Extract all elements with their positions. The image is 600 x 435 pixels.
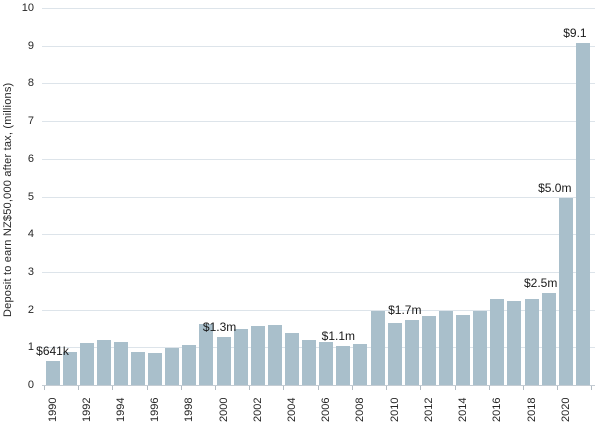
x-tick bbox=[283, 386, 285, 390]
bar-1995 bbox=[131, 351, 146, 385]
bar-2004 bbox=[285, 332, 300, 385]
bar-2021 bbox=[575, 43, 590, 385]
x-tick bbox=[249, 386, 251, 390]
x-tick bbox=[591, 386, 593, 390]
bar-2015 bbox=[473, 310, 488, 385]
bar-1992 bbox=[79, 343, 94, 385]
data-label-2019: $2.5m bbox=[524, 275, 558, 290]
bar-2017 bbox=[507, 300, 522, 385]
gridline-8 bbox=[42, 83, 595, 85]
y-tick-label: 1 bbox=[27, 341, 34, 354]
x-tick bbox=[420, 386, 422, 390]
bar-2020 bbox=[558, 198, 573, 385]
data-label-2020: $5.0m bbox=[538, 181, 572, 195]
x-tick bbox=[454, 386, 456, 390]
bar-2005 bbox=[302, 340, 317, 385]
bar-1997 bbox=[165, 348, 180, 385]
gridline-4 bbox=[42, 234, 595, 236]
bar-2002 bbox=[250, 325, 265, 385]
x-tick bbox=[557, 386, 559, 390]
x-tick-label-1994: 1994 bbox=[114, 397, 127, 422]
bar-1993 bbox=[96, 340, 111, 385]
y-tick-label: 6 bbox=[27, 152, 34, 165]
x-tick bbox=[488, 386, 490, 390]
x-tick bbox=[351, 386, 353, 390]
x-tick-label-2016: 2016 bbox=[491, 397, 504, 422]
bar-2003 bbox=[267, 325, 282, 385]
x-tick bbox=[43, 386, 45, 390]
x-tick-label-2018: 2018 bbox=[525, 397, 538, 422]
bar-2006 bbox=[319, 342, 334, 385]
bar-2007 bbox=[336, 345, 351, 385]
bar-2014 bbox=[456, 314, 471, 385]
x-tick-label-2000: 2000 bbox=[217, 397, 230, 422]
data-label-2021: $9.1 bbox=[563, 26, 587, 41]
gridline-9 bbox=[42, 45, 595, 47]
bar-1990 bbox=[45, 360, 60, 385]
gridline-7 bbox=[42, 121, 595, 123]
x-tick-label-1992: 1992 bbox=[80, 397, 93, 422]
x-tick-label-2012: 2012 bbox=[422, 397, 435, 422]
y-tick-label: 9 bbox=[27, 39, 34, 52]
x-tick bbox=[317, 386, 319, 390]
data-label-1990: $641k bbox=[36, 343, 69, 358]
gridline-2 bbox=[42, 309, 595, 311]
y-tick-label: 8 bbox=[27, 77, 34, 90]
bar-1996 bbox=[148, 352, 163, 385]
x-tick-label-2004: 2004 bbox=[286, 397, 299, 422]
x-tick-label-2014: 2014 bbox=[457, 397, 470, 422]
x-tick-label-1998: 1998 bbox=[183, 397, 196, 422]
x-tick bbox=[180, 386, 182, 390]
bar-2019 bbox=[541, 292, 556, 385]
x-tick-label-2002: 2002 bbox=[251, 397, 264, 422]
x-axis-line bbox=[42, 385, 595, 386]
bar-2008 bbox=[353, 343, 368, 385]
x-tick-label-2010: 2010 bbox=[388, 397, 401, 422]
bar-1999 bbox=[199, 323, 214, 385]
bar-2001 bbox=[233, 328, 248, 385]
data-label-2007: $1.1m bbox=[321, 328, 356, 343]
x-tick bbox=[146, 386, 148, 390]
gridline-10 bbox=[42, 8, 595, 9]
data-label-2011: $1.7m bbox=[388, 303, 422, 318]
x-tick bbox=[215, 386, 217, 390]
y-tick-label: 5 bbox=[27, 190, 34, 203]
bar-2018 bbox=[524, 299, 539, 385]
x-tick-label-1996: 1996 bbox=[149, 397, 162, 422]
x-tick-label-2020: 2020 bbox=[559, 397, 572, 422]
y-tick-label: 10 bbox=[21, 2, 34, 14]
gridline-6 bbox=[42, 158, 595, 160]
x-tick bbox=[78, 386, 80, 390]
gridline-5 bbox=[42, 196, 595, 198]
x-tick-label-2006: 2006 bbox=[320, 397, 333, 422]
y-tick-label: 7 bbox=[27, 115, 34, 128]
gridline-3 bbox=[42, 271, 595, 273]
data-label-2000: $1.3m bbox=[202, 319, 237, 334]
bar-2012 bbox=[421, 315, 436, 385]
x-tick bbox=[112, 386, 114, 390]
x-tick bbox=[386, 386, 388, 390]
bar-1998 bbox=[182, 344, 197, 385]
x-tick-label-1990: 1990 bbox=[46, 397, 59, 422]
bar-2009 bbox=[370, 310, 385, 385]
bar-2000 bbox=[216, 336, 231, 385]
bar-2016 bbox=[490, 299, 505, 385]
gridline-1 bbox=[42, 347, 595, 349]
bar-2013 bbox=[439, 311, 454, 385]
x-tick bbox=[523, 386, 525, 390]
y-tick-label: 2 bbox=[27, 303, 34, 316]
bar-1994 bbox=[113, 342, 128, 385]
bar-2010 bbox=[387, 322, 402, 385]
x-tick-label-2008: 2008 bbox=[354, 397, 367, 422]
y-tick-label: 3 bbox=[27, 265, 34, 278]
y-tick-label: 0 bbox=[27, 379, 34, 391]
bar-2011 bbox=[404, 320, 419, 385]
y-tick-label: 4 bbox=[27, 228, 34, 241]
bar-1991 bbox=[62, 352, 77, 385]
